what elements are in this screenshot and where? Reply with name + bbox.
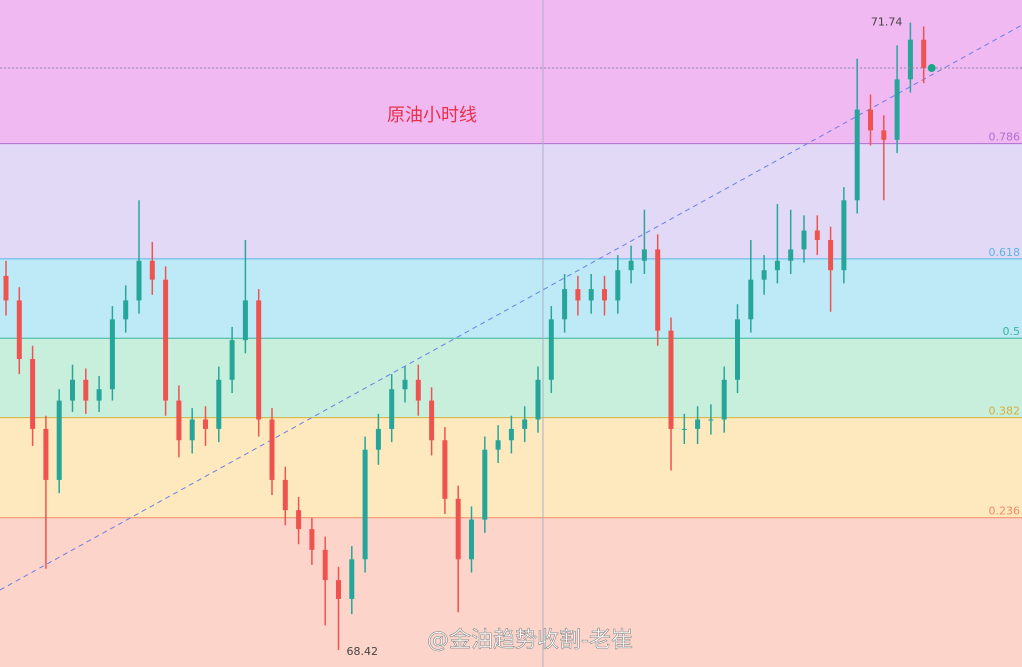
candle-body bbox=[708, 419, 714, 421]
candle-body bbox=[189, 419, 195, 441]
candle-body bbox=[375, 428, 381, 450]
fib-label: 0.236 bbox=[989, 505, 1021, 518]
candle-body bbox=[136, 260, 142, 301]
candle-body bbox=[429, 400, 435, 441]
candle-body bbox=[16, 300, 22, 360]
candle-body bbox=[43, 428, 49, 480]
candle-body bbox=[56, 400, 62, 480]
candle-body bbox=[828, 239, 834, 271]
candle-body bbox=[176, 400, 182, 441]
candle-body bbox=[748, 279, 754, 320]
candle-body bbox=[123, 300, 129, 320]
candle-body bbox=[508, 428, 514, 441]
candle-body bbox=[455, 498, 461, 560]
candle-body bbox=[921, 39, 927, 69]
candle-body bbox=[482, 449, 488, 520]
candle-body bbox=[469, 519, 474, 560]
candle-body bbox=[881, 130, 887, 140]
candle-body bbox=[402, 379, 408, 390]
candle-body bbox=[349, 559, 355, 599]
candle-body bbox=[841, 200, 847, 271]
candle-body bbox=[3, 275, 9, 301]
fib-label: 0.382 bbox=[989, 405, 1021, 418]
chart-title: 原油小时线 bbox=[387, 105, 477, 126]
candle-body bbox=[907, 39, 913, 80]
candle-body bbox=[868, 109, 873, 131]
candle-body bbox=[695, 419, 701, 429]
candle-body bbox=[628, 260, 634, 271]
candle-body bbox=[562, 289, 568, 320]
candle-body bbox=[216, 379, 222, 429]
candle-body bbox=[854, 109, 860, 201]
trend-line bbox=[0, 24, 1022, 591]
candle-body bbox=[70, 379, 75, 401]
candle-body bbox=[668, 330, 674, 429]
candle-body bbox=[309, 529, 315, 550]
candle-body bbox=[761, 270, 767, 280]
candle-body bbox=[575, 289, 581, 301]
candle-body bbox=[242, 300, 248, 341]
candle-body bbox=[801, 230, 807, 250]
candle-body bbox=[442, 440, 448, 499]
fib-label: 0.618 bbox=[989, 246, 1021, 259]
candle-body bbox=[83, 379, 89, 401]
candle-body bbox=[389, 389, 395, 429]
candle-body bbox=[322, 549, 328, 581]
candle-body bbox=[229, 340, 235, 380]
candle-body bbox=[615, 270, 621, 301]
candle-body bbox=[721, 379, 727, 420]
candle-body bbox=[774, 260, 780, 271]
candle-body bbox=[282, 479, 288, 511]
candle-body bbox=[522, 419, 528, 429]
candle-body bbox=[548, 319, 554, 380]
fib-label: 0.5 bbox=[1003, 325, 1021, 338]
candle-body bbox=[109, 319, 115, 390]
candle-body bbox=[269, 419, 275, 480]
candle-body bbox=[495, 440, 501, 450]
candle-body bbox=[163, 279, 169, 401]
candle-body bbox=[588, 289, 594, 301]
candle-body bbox=[362, 449, 368, 560]
candle-body bbox=[655, 249, 661, 331]
candle-body bbox=[96, 389, 102, 401]
candle-body bbox=[203, 419, 208, 429]
candle-body bbox=[681, 428, 687, 430]
fib-band bbox=[0, 258, 1022, 339]
candle-body bbox=[641, 249, 647, 261]
candle-body bbox=[602, 289, 607, 301]
candle-body bbox=[788, 249, 794, 261]
candle-body bbox=[814, 230, 820, 240]
candle-body bbox=[894, 79, 900, 140]
candle-body bbox=[735, 319, 740, 380]
candle-body bbox=[535, 379, 541, 420]
candle-body bbox=[30, 359, 36, 429]
last-price-dot bbox=[927, 64, 936, 73]
fib-band bbox=[0, 517, 1022, 667]
candle-body bbox=[415, 379, 421, 401]
high-label: 71.74 bbox=[871, 16, 903, 29]
candle-body bbox=[256, 300, 262, 420]
candles: 71.74 68.42 bbox=[0, 16, 1022, 658]
candle-body bbox=[149, 260, 155, 280]
candle-body bbox=[296, 510, 302, 530]
low-label: 68.42 bbox=[347, 645, 379, 658]
candle-body bbox=[336, 580, 341, 599]
fib-label: 0.786 bbox=[989, 131, 1021, 144]
fib-band bbox=[0, 143, 1022, 259]
watermark: @金油趋势收割-老崔 bbox=[427, 628, 633, 653]
fib-band bbox=[0, 338, 1022, 418]
